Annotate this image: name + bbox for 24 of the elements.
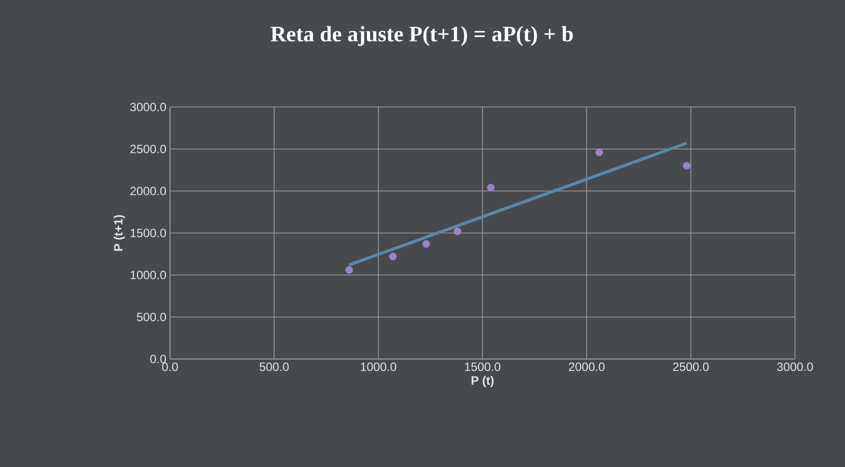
point <box>345 266 353 274</box>
x-tick-label: 0.0 <box>162 362 178 372</box>
y-tick-label: 1500.0 <box>130 228 166 238</box>
y-tick-label: 2000.0 <box>130 186 166 196</box>
point <box>454 228 462 236</box>
x-tick-label: 3000.0 <box>777 362 813 372</box>
y-axis-title: P (t+1) <box>114 215 125 251</box>
x-axis-title: P (t) <box>472 376 494 388</box>
y-tick-label: 1000.0 <box>130 270 166 280</box>
point <box>422 240 430 248</box>
x-tick-label: 2000.0 <box>568 362 605 372</box>
point <box>595 148 603 156</box>
x-tick-label: 1500.0 <box>465 362 500 372</box>
y-tick-label: 0.0 <box>150 354 166 364</box>
y-tick-label: 500.0 <box>136 312 166 322</box>
y-tick-label: 3000.0 <box>130 102 166 112</box>
chart-title: Reta de ajuste P(t+1) = aP(t) + b <box>270 26 573 46</box>
x-tick-label: 500.0 <box>260 362 289 372</box>
y-tick-label: 2500.0 <box>130 144 166 154</box>
point <box>389 252 397 260</box>
x-tick-label: 2500.0 <box>673 362 709 372</box>
point <box>682 162 690 170</box>
x-tick-label: 1000.0 <box>360 362 396 372</box>
point <box>487 184 495 192</box>
